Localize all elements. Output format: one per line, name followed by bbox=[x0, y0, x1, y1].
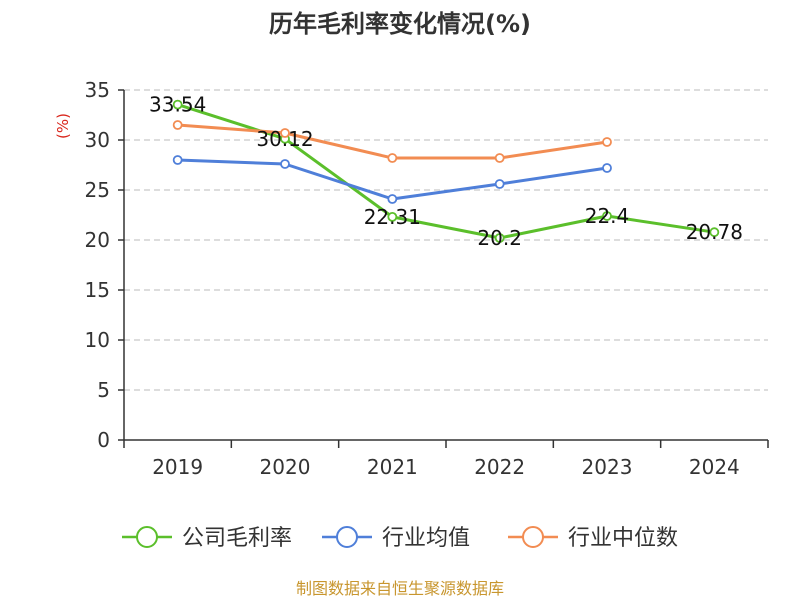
data-label: 20.78 bbox=[686, 220, 743, 244]
data-labels: 33.54 30.12 22.31 20.2 22.4 20.78 bbox=[149, 93, 743, 250]
data-point bbox=[387, 194, 398, 204]
data-point bbox=[387, 211, 398, 222]
legend-marker bbox=[136, 526, 158, 548]
axes: 0 5 10 15 20 25 30 35 2019 2020 2021 2022 2023 2024 bbox=[85, 78, 769, 479]
data-label: 22.31 bbox=[364, 205, 421, 229]
y-tick-label: 30 bbox=[85, 128, 110, 152]
data-point bbox=[494, 153, 505, 163]
legend-marker bbox=[522, 526, 544, 548]
data-label: 30.12 bbox=[256, 127, 313, 151]
data-label: 20.2 bbox=[477, 226, 522, 250]
legend-item: 公司毛利率 bbox=[122, 526, 292, 551]
series-line bbox=[177, 123, 608, 160]
x-tick-label: 2024 bbox=[689, 455, 740, 479]
data-point bbox=[280, 128, 290, 138]
legend: 公司毛利率 行业均值 行业中位数 bbox=[122, 526, 678, 551]
x-tick-label: 2023 bbox=[582, 455, 633, 479]
series-line bbox=[177, 158, 608, 201]
y-tick-label: 25 bbox=[85, 178, 110, 202]
data-point bbox=[602, 163, 612, 173]
y-tick-label: 35 bbox=[85, 78, 110, 102]
series-2 bbox=[172, 120, 612, 163]
data-point bbox=[172, 155, 183, 165]
y-tick-label: 10 bbox=[85, 328, 110, 352]
series-line bbox=[177, 103, 715, 240]
data-point bbox=[172, 120, 183, 130]
data-point bbox=[602, 137, 612, 147]
data-point bbox=[494, 179, 505, 189]
x-tick-label: 2021 bbox=[367, 455, 418, 479]
data-label: 22.4 bbox=[585, 204, 630, 228]
data-point bbox=[602, 211, 612, 221]
series-0 bbox=[172, 99, 720, 243]
x-tick-label: 2019 bbox=[152, 455, 203, 479]
x-tick-label: 2022 bbox=[474, 455, 525, 479]
legend-label: 行业中位数 bbox=[568, 526, 678, 551]
legend-label: 行业均值 bbox=[382, 526, 470, 551]
data-point bbox=[709, 227, 720, 238]
y-tick-label: 20 bbox=[85, 228, 110, 252]
series-lines bbox=[172, 99, 720, 243]
chart-title: 历年毛利率变化情况(%) bbox=[269, 10, 531, 38]
legend-item: 行业中位数 bbox=[508, 526, 678, 551]
y-tick-label: 5 bbox=[97, 378, 110, 402]
data-label: 33.54 bbox=[149, 93, 206, 117]
legend-label: 公司毛利率 bbox=[182, 526, 292, 551]
data-point bbox=[280, 159, 290, 169]
legend-item: 行业均值 bbox=[322, 526, 470, 551]
data-point bbox=[172, 99, 183, 110]
y-tick-label: 0 bbox=[97, 428, 110, 452]
y-tick-label: 15 bbox=[85, 278, 110, 302]
y-axis-label: (%) bbox=[54, 113, 72, 139]
grid-lines bbox=[124, 89, 768, 391]
source-note: 制图数据来自恒生聚源数据库 bbox=[296, 579, 504, 598]
series-1 bbox=[172, 155, 612, 204]
data-point bbox=[387, 153, 398, 163]
data-point bbox=[494, 233, 505, 243]
legend-marker bbox=[336, 526, 358, 548]
x-tick-label: 2020 bbox=[260, 455, 311, 479]
